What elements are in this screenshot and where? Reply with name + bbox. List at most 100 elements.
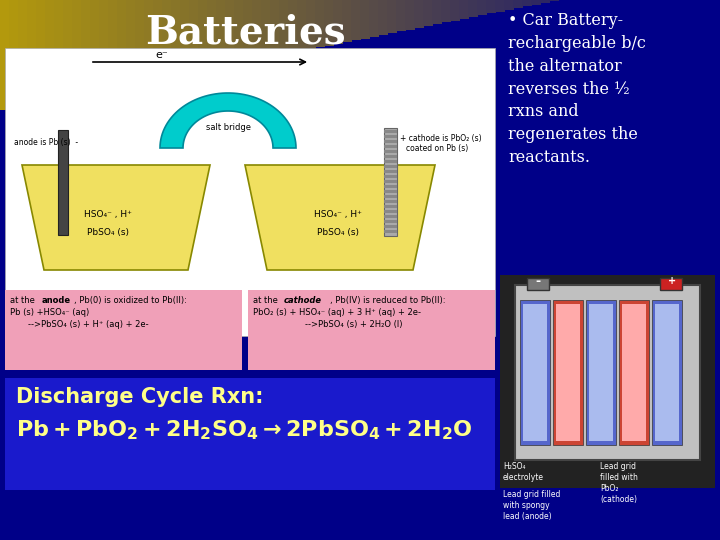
Bar <box>387 0 397 33</box>
Text: Discharge Cycle Rxn:: Discharge Cycle Rxn: <box>16 387 264 407</box>
Bar <box>384 200 397 202</box>
Bar <box>414 0 424 28</box>
Bar <box>5 378 495 490</box>
Bar <box>384 215 397 218</box>
Bar <box>384 165 397 167</box>
Bar <box>432 0 442 24</box>
Bar <box>342 0 352 42</box>
Bar <box>0 0 10 110</box>
Bar <box>9 0 19 108</box>
Bar <box>279 0 289 55</box>
Bar <box>252 0 262 60</box>
Text: , Pb(IV) is reduced to Pb(II):: , Pb(IV) is reduced to Pb(II): <box>330 296 446 305</box>
Bar <box>207 0 217 69</box>
Bar <box>384 145 397 147</box>
Bar <box>468 0 478 17</box>
Bar <box>135 0 145 83</box>
Bar <box>522 0 532 6</box>
Bar <box>652 300 682 445</box>
Bar <box>504 0 514 10</box>
Bar <box>384 180 397 183</box>
Bar <box>549 0 559 1</box>
Bar <box>297 0 307 51</box>
Bar <box>189 0 199 72</box>
Bar <box>441 0 451 23</box>
Bar <box>216 0 226 67</box>
Bar <box>384 135 397 138</box>
Polygon shape <box>500 275 715 488</box>
Bar <box>63 0 73 98</box>
Bar <box>553 300 583 445</box>
Bar <box>162 0 172 78</box>
Bar <box>384 205 397 207</box>
Bar <box>99 0 109 90</box>
Text: anode is Pb (s)  -: anode is Pb (s) - <box>14 138 78 147</box>
Text: at the: at the <box>10 296 37 305</box>
Polygon shape <box>22 165 210 270</box>
Polygon shape <box>245 165 435 270</box>
Text: HSO₄⁻ , H⁺: HSO₄⁻ , H⁺ <box>314 211 362 219</box>
Bar <box>384 190 397 192</box>
Bar <box>18 0 28 106</box>
Text: cathode: cathode <box>284 296 322 305</box>
Bar <box>540 0 550 3</box>
Bar <box>360 0 370 38</box>
Bar <box>315 0 325 48</box>
Bar <box>180 0 190 74</box>
Text: , Pb(0) is oxidized to Pb(II):: , Pb(0) is oxidized to Pb(II): <box>74 296 187 305</box>
Bar <box>108 0 118 89</box>
Bar <box>384 170 397 172</box>
Bar <box>622 304 646 441</box>
Text: Pb (s) +HSO₄⁻ (aq): Pb (s) +HSO₄⁻ (aq) <box>10 308 89 317</box>
Text: -: - <box>535 274 540 287</box>
Bar <box>5 48 495 336</box>
Bar <box>384 155 397 158</box>
Bar <box>556 304 580 441</box>
Bar <box>351 0 361 40</box>
Bar <box>477 0 487 15</box>
Text: e⁻: e⁻ <box>155 50 168 60</box>
Bar <box>126 0 136 85</box>
Bar <box>5 290 242 370</box>
Bar <box>384 160 397 163</box>
Bar <box>384 220 397 222</box>
Bar <box>655 304 679 441</box>
Bar <box>243 0 253 62</box>
Bar <box>324 0 334 46</box>
Text: H₂SO₄
electrolyte: H₂SO₄ electrolyte <box>503 462 544 482</box>
Bar <box>261 0 271 58</box>
Polygon shape <box>160 93 296 148</box>
Bar <box>384 128 397 236</box>
Bar <box>378 0 388 35</box>
Text: + cathode is PbO₂ (s): + cathode is PbO₂ (s) <box>400 133 482 143</box>
Bar <box>288 0 298 53</box>
Bar <box>384 150 397 152</box>
Bar <box>423 0 433 26</box>
Text: Lead grid
filled with
PbO₂
(cathode): Lead grid filled with PbO₂ (cathode) <box>600 462 638 504</box>
Bar <box>495 0 505 12</box>
Text: Lead grid filled
with spongy
lead (anode): Lead grid filled with spongy lead (anode… <box>503 490 560 521</box>
Bar <box>384 210 397 213</box>
Bar <box>531 0 541 4</box>
Bar <box>450 0 460 21</box>
Text: PbSO₄ (s): PbSO₄ (s) <box>87 227 129 237</box>
Bar <box>270 0 280 56</box>
Bar <box>586 300 616 445</box>
Bar <box>396 0 406 31</box>
Bar <box>459 0 469 19</box>
Text: anode: anode <box>42 296 71 305</box>
Bar <box>58 130 68 235</box>
Text: at the: at the <box>253 296 281 305</box>
Bar <box>384 140 397 143</box>
Bar <box>90 0 100 92</box>
Bar <box>369 0 379 37</box>
Bar <box>523 304 547 441</box>
Bar <box>171 0 181 76</box>
Bar <box>36 0 46 103</box>
Bar <box>333 0 343 44</box>
Bar <box>234 0 244 64</box>
Bar <box>384 175 397 178</box>
Text: +: + <box>668 276 676 286</box>
Bar <box>306 0 316 49</box>
Bar <box>27 0 37 105</box>
